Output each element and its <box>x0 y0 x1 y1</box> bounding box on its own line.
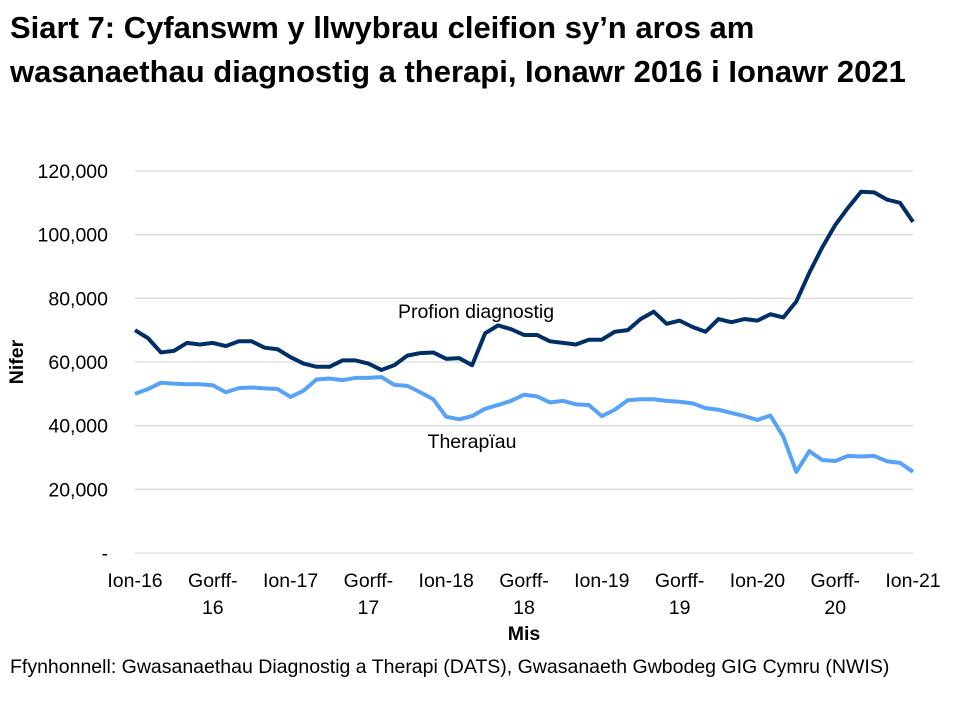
y-tick-label: 80,000 <box>48 288 108 310</box>
y-tick-label: 120,000 <box>38 161 109 183</box>
y-tick-label: 20,000 <box>48 479 108 501</box>
x-tick-label: Ion-17 <box>263 570 318 592</box>
x-tick-label: 20 <box>824 597 846 619</box>
x-tick-label: Ion-21 <box>885 570 940 592</box>
source-note: Ffynhonnell: Gwasanaethau Diagnostig a T… <box>10 656 890 678</box>
series-line-diagnostic <box>133 189 915 372</box>
x-tick-label: Gorff- <box>655 570 704 592</box>
x-tick-label: Gorff- <box>810 570 859 592</box>
y-tick-label: - <box>102 543 109 565</box>
series-label: Profion diagnostig <box>398 301 554 323</box>
x-tick-label: Ion-18 <box>419 570 474 592</box>
y-tick-label: 60,000 <box>48 352 108 374</box>
y-tick-label: 100,000 <box>38 225 109 247</box>
x-tick-label: Ion-16 <box>107 570 162 592</box>
x-tick-label: Ion-19 <box>574 570 629 592</box>
x-tick-label: Gorff- <box>499 570 548 592</box>
series-label: Therapïau <box>428 431 517 453</box>
y-axis-label: Nifer <box>6 339 28 384</box>
x-tick-label: 18 <box>513 597 535 619</box>
x-tick-label: Ion-20 <box>730 570 785 592</box>
x-tick-label: Gorff- <box>188 570 237 592</box>
x-tick-label: Gorff- <box>344 570 393 592</box>
x-tick-label: 19 <box>669 597 691 619</box>
y-tick-label: 40,000 <box>48 416 108 438</box>
x-axis-label: Mis <box>508 623 541 645</box>
series-line-therapies <box>134 374 915 474</box>
x-tick-label: 16 <box>202 597 224 619</box>
chart-title: Siart 7: Cyfanswm y llwybrau cleifion sy… <box>10 10 906 89</box>
x-tick-label: 17 <box>358 597 380 619</box>
